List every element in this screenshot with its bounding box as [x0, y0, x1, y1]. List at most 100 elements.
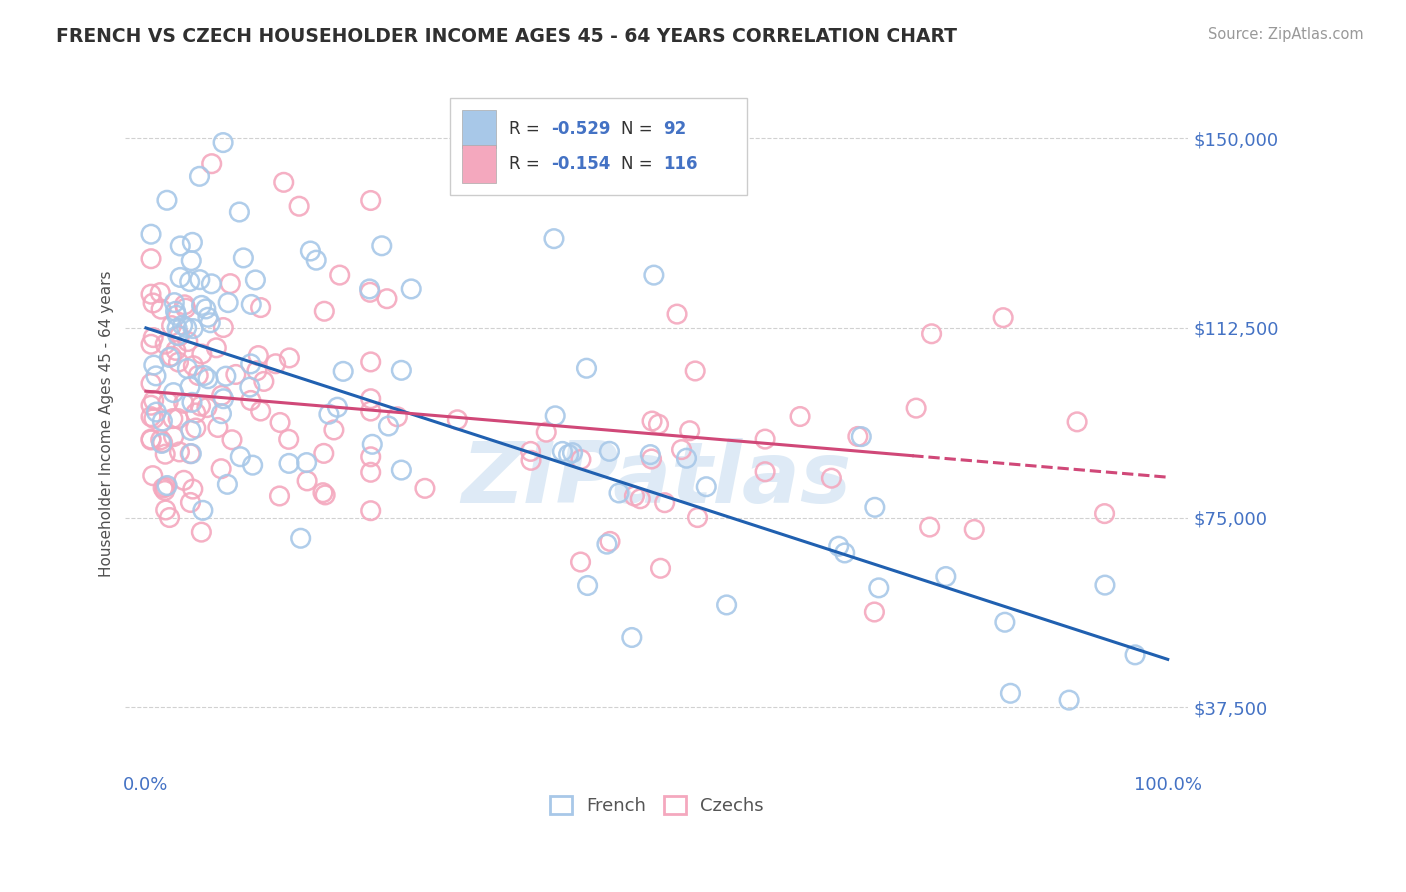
- Point: [628, 491, 651, 506]
- Point: [295, 456, 318, 470]
- Point: [139, 376, 162, 391]
- Point: [142, 330, 165, 344]
- Point: [200, 277, 222, 291]
- Point: [239, 380, 262, 394]
- Point: [173, 396, 195, 410]
- Point: [142, 358, 165, 372]
- Point: [820, 471, 842, 485]
- Point: [193, 368, 215, 383]
- Point: [191, 503, 214, 517]
- Point: [209, 407, 232, 421]
- Point: [314, 304, 336, 318]
- Point: [360, 504, 382, 518]
- Point: [181, 395, 204, 409]
- Text: Source: ZipAtlas.com: Source: ZipAtlas.com: [1208, 27, 1364, 42]
- Point: [139, 398, 162, 412]
- Point: [569, 452, 592, 467]
- Point: [155, 503, 177, 517]
- Point: [264, 357, 287, 371]
- Text: N =: N =: [620, 120, 658, 138]
- Point: [675, 451, 697, 466]
- Point: [149, 285, 172, 300]
- Point: [201, 156, 224, 170]
- Point: [150, 414, 173, 428]
- Point: [599, 534, 621, 549]
- Point: [754, 432, 776, 446]
- Y-axis label: Householder Income Ages 45 - 64 years: Householder Income Ages 45 - 64 years: [100, 271, 114, 577]
- FancyBboxPatch shape: [450, 98, 747, 195]
- Point: [520, 453, 543, 467]
- Point: [640, 452, 662, 467]
- Point: [360, 465, 382, 479]
- Point: [232, 251, 254, 265]
- Text: ZIPatlas: ZIPatlas: [461, 438, 852, 521]
- Point: [326, 401, 349, 415]
- Point: [159, 351, 181, 365]
- Point: [142, 393, 165, 408]
- Point: [519, 444, 541, 458]
- Point: [188, 169, 211, 184]
- Point: [184, 421, 207, 435]
- Point: [277, 433, 299, 447]
- Point: [176, 361, 198, 376]
- Point: [253, 375, 276, 389]
- Point: [654, 496, 676, 510]
- Point: [169, 445, 191, 459]
- Point: [150, 302, 173, 317]
- Point: [299, 244, 322, 258]
- Point: [179, 495, 201, 509]
- Point: [139, 337, 162, 351]
- Point: [166, 321, 188, 335]
- Point: [181, 235, 204, 250]
- Point: [228, 205, 250, 219]
- Point: [863, 500, 886, 515]
- Point: [139, 409, 162, 424]
- Point: [679, 424, 702, 438]
- Point: [173, 473, 195, 487]
- Point: [212, 392, 235, 406]
- Point: [212, 136, 235, 150]
- Point: [851, 429, 873, 443]
- Point: [249, 301, 271, 315]
- Point: [191, 347, 214, 361]
- Point: [789, 409, 811, 424]
- Point: [935, 569, 957, 583]
- Point: [994, 615, 1017, 630]
- Point: [834, 546, 856, 560]
- Point: [242, 458, 264, 472]
- Point: [1094, 507, 1116, 521]
- Point: [179, 447, 201, 461]
- Point: [160, 318, 183, 333]
- Point: [318, 407, 340, 421]
- Point: [607, 486, 630, 500]
- Point: [174, 301, 197, 315]
- Point: [596, 537, 619, 551]
- Point: [359, 285, 381, 300]
- Point: [169, 270, 191, 285]
- Point: [187, 368, 209, 383]
- Text: FRENCH VS CZECH HOUSEHOLDER INCOME AGES 45 - 64 YEARS CORRELATION CHART: FRENCH VS CZECH HOUSEHOLDER INCOME AGES …: [56, 27, 957, 45]
- Point: [181, 482, 204, 496]
- Point: [371, 239, 394, 253]
- Point: [195, 401, 218, 415]
- Point: [671, 442, 693, 457]
- Point: [188, 273, 211, 287]
- Point: [152, 481, 174, 495]
- Point: [1094, 578, 1116, 592]
- Point: [139, 227, 162, 242]
- Point: [159, 510, 181, 524]
- Point: [212, 320, 235, 334]
- Point: [269, 489, 291, 503]
- Point: [162, 385, 184, 400]
- Point: [157, 395, 180, 409]
- Point: [173, 298, 195, 312]
- Point: [1123, 648, 1146, 662]
- Point: [162, 411, 184, 425]
- Point: [991, 310, 1014, 325]
- Point: [167, 355, 190, 369]
- Point: [290, 531, 312, 545]
- FancyBboxPatch shape: [463, 111, 496, 148]
- Point: [1066, 415, 1088, 429]
- Point: [399, 282, 422, 296]
- Point: [205, 341, 228, 355]
